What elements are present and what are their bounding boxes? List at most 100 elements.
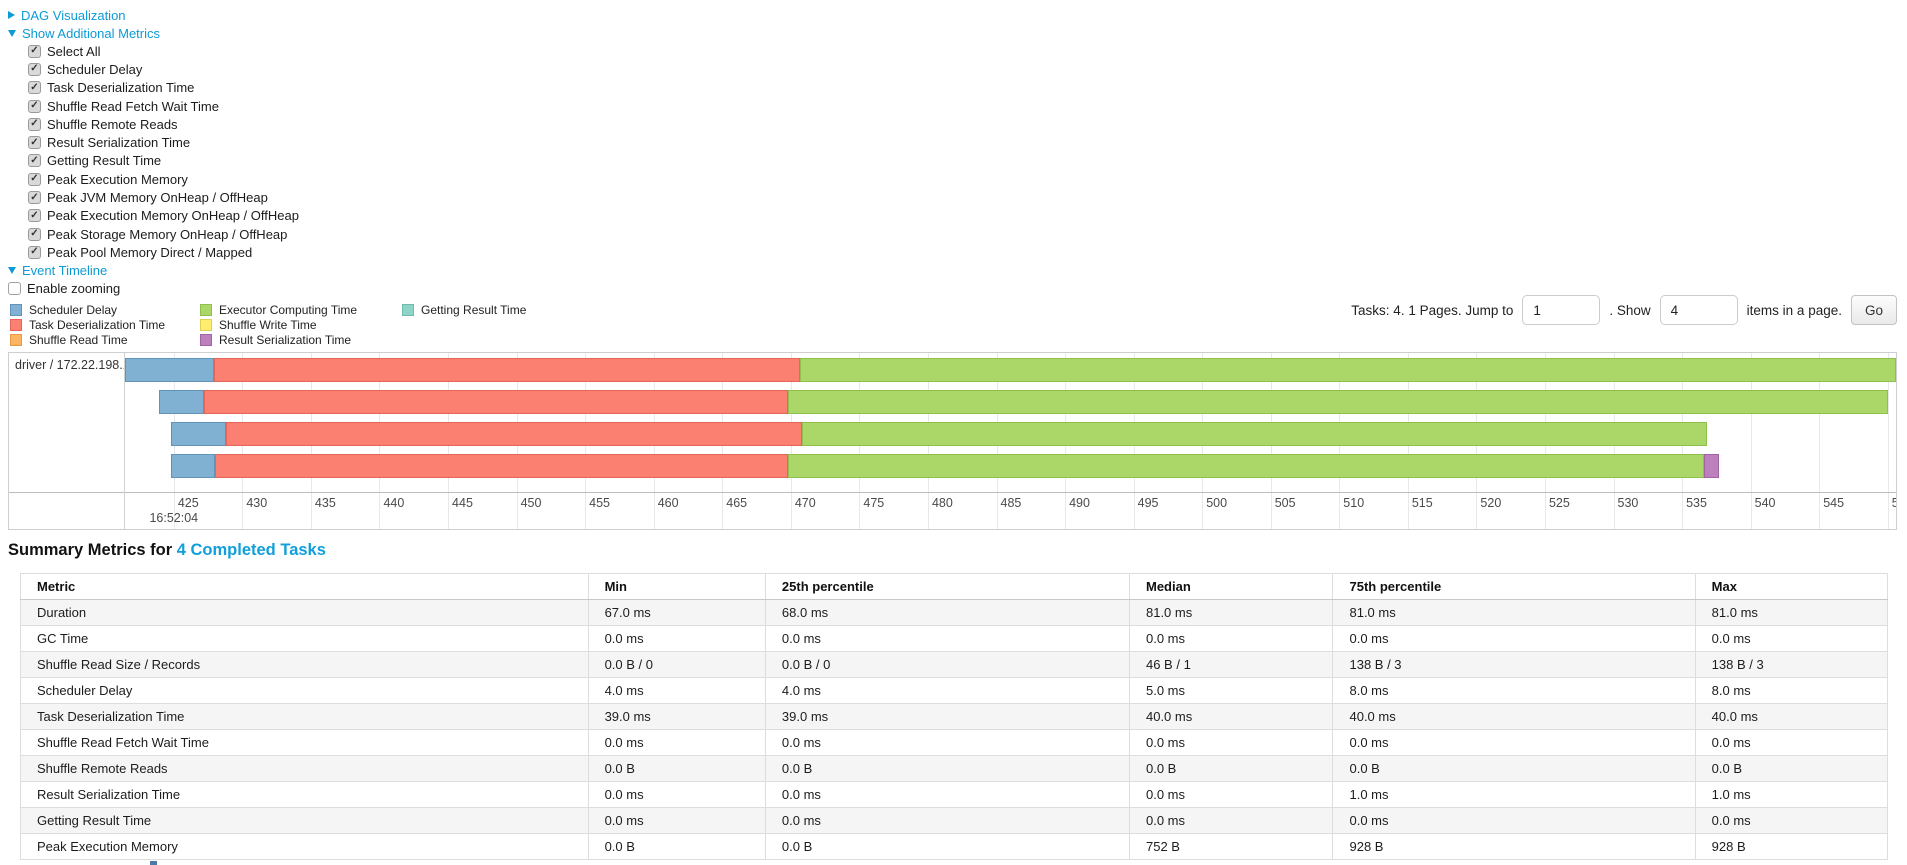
metric-value-cell: 0.0 ms (764, 807, 1130, 834)
metric-value-cell: 81.0 ms (1128, 599, 1334, 626)
column-header: 25th percentile (764, 573, 1130, 600)
task-bar-segment-deserialization[interactable] (214, 454, 789, 478)
metric-value-cell: 0.0 ms (1128, 781, 1334, 808)
legend-item: Getting Result Time (402, 303, 526, 318)
column-header: Min (587, 573, 766, 600)
metric-value-cell: 8.0 ms (1332, 677, 1696, 704)
legend-label: Shuffle Write Time (219, 318, 317, 333)
axis-tick-line (1476, 493, 1478, 529)
axis-tick-line (1750, 493, 1752, 529)
items-in-page-text: items in a page. (1746, 302, 1842, 318)
axis-tick-line (1613, 493, 1615, 529)
metric-value-cell: 0.0 ms (1332, 625, 1696, 652)
metric-value-cell: 0.0 ms (587, 729, 766, 756)
metric-checkbox[interactable] (28, 154, 41, 168)
table-row: Result Serialization Time 0.0 ms 0.0 ms 0.0… (20, 781, 1889, 808)
task-bar-segment-result-serialization[interactable] (1704, 454, 1720, 478)
legend-label: Getting Result Time (421, 303, 527, 318)
axis-tick-line (859, 493, 861, 529)
metric-value-cell: 928 B (1694, 833, 1889, 860)
metric-option-row: Getting Result Time (8, 152, 299, 170)
timeline-time-axis: 425 430 435 440 445 450 455 460 465 470 475 480 485 4… (9, 492, 1896, 529)
axis-tick-label: 485 (1000, 496, 1022, 510)
metric-value-cell: 0.0 B / 0 (764, 651, 1130, 678)
metric-name-cell: Result Serialization Time (20, 781, 589, 808)
legend-label: Task Deserialization Time (29, 318, 166, 333)
axis-tick-label: 470 (794, 496, 816, 510)
executor-computing-legend-swatch-icon (200, 304, 212, 317)
axis-tick-line (310, 493, 312, 529)
axis-tick-label: 495 (1137, 496, 1159, 510)
chevron-down-icon[interactable] (8, 29, 16, 37)
axis-tick-line (516, 493, 518, 529)
metric-value-cell: 40.0 ms (1694, 703, 1889, 730)
axis-tick-label: 520 (1480, 496, 1502, 510)
metric-checkbox[interactable] (28, 172, 41, 186)
event-timeline-link[interactable]: Event Timeline (22, 263, 108, 279)
completed-tasks-link[interactable]: 4 Completed Tasks (176, 541, 326, 559)
metric-checkbox[interactable] (28, 245, 41, 259)
chevron-right-icon[interactable] (8, 11, 15, 19)
scheduler-delay-legend-swatch-icon (10, 304, 22, 317)
task-bar-segment-scheduler-delay[interactable] (171, 422, 226, 446)
show-additional-metrics-toggle[interactable]: Show Additional Metrics (8, 24, 299, 42)
axis-tick-line (1819, 493, 1821, 529)
show-additional-metrics-link[interactable]: Show Additional Metrics (22, 25, 161, 41)
dag-visualization-toggle[interactable]: DAG Visualization (8, 6, 299, 24)
metric-checkbox[interactable] (28, 44, 41, 58)
metric-value-cell: 0.0 ms (764, 781, 1130, 808)
task-bar-segment-scheduler-delay[interactable] (158, 390, 204, 414)
task-bar-segment-scheduler-delay[interactable] (125, 358, 214, 382)
table-row: Shuffle Remote Reads 0.0 B 0.0 B 0.0 B 0.0 B… (20, 755, 1889, 782)
task-bar-segment-scheduler-delay[interactable] (171, 454, 215, 478)
task-bar-segment-executor-computing[interactable] (801, 422, 1707, 446)
go-button[interactable]: Go (1850, 295, 1897, 325)
metric-checkbox[interactable] (28, 62, 41, 76)
task-bar-segment-deserialization[interactable] (225, 422, 802, 446)
axis-tick-line (379, 493, 381, 529)
axis-tick-label: 550 (1892, 496, 1896, 510)
axis-tick-label: 475 (863, 496, 885, 510)
task-bar-segment-executor-computing[interactable] (800, 358, 1896, 382)
metric-value-cell: 0.0 ms (587, 625, 766, 652)
shuffle-write-legend-swatch-icon (200, 319, 212, 332)
metric-value-cell: 0.0 B (587, 755, 766, 782)
getting-result-legend-swatch-icon (402, 304, 414, 317)
axis-tick-label: 480 (931, 496, 953, 510)
enable-zooming-checkbox[interactable] (8, 282, 21, 296)
axis-tick-line (1065, 493, 1067, 529)
metric-option-row: Peak Storage Memory OnHeap / OffHeap (8, 225, 299, 243)
metric-value-cell: 46 B / 1 (1128, 651, 1334, 678)
metric-checkbox[interactable] (28, 81, 41, 95)
metric-checkbox-label: Peak Storage Memory OnHeap / OffHeap (47, 226, 288, 242)
legend-item: Shuffle Write Time (200, 318, 357, 333)
metric-option-row: Task Deserialization Time (8, 79, 299, 97)
metric-checkbox[interactable] (28, 191, 41, 205)
metric-checkbox[interactable] (28, 99, 41, 113)
task-bar-segment-deserialization[interactable] (203, 390, 789, 414)
items-per-page-input[interactable] (1659, 295, 1738, 325)
metric-value-cell: 138 B / 3 (1694, 651, 1889, 678)
jump-to-page-input[interactable] (1522, 295, 1601, 325)
metric-name-cell: Getting Result Time (20, 807, 589, 834)
metric-checkbox[interactable] (28, 227, 41, 241)
metric-checkbox[interactable] (28, 136, 41, 150)
axis-tick-label: 440 (383, 496, 405, 510)
event-timeline-toggle[interactable]: Event Timeline (8, 262, 299, 280)
chevron-down-icon[interactable] (8, 267, 16, 275)
task-bar-segment-executor-computing[interactable] (788, 390, 1888, 414)
legend-label: Scheduler Delay (29, 303, 118, 318)
task-bar-segment-executor-computing[interactable] (788, 454, 1705, 478)
task-bar-segment-deserialization[interactable] (213, 358, 801, 382)
dag-visualization-link[interactable]: DAG Visualization (21, 7, 126, 23)
axis-tick-label: 530 (1617, 496, 1639, 510)
table-row: Getting Result Time 0.0 ms 0.0 ms 0.0 ms 0.0… (20, 807, 1889, 834)
additional-metrics-list: Select All Scheduler Delay Task Deserializ… (8, 42, 299, 262)
metric-value-cell: 40.0 ms (1332, 703, 1696, 730)
metric-checkbox[interactable] (28, 117, 41, 131)
metric-value-cell: 0.0 ms (1128, 625, 1334, 652)
metric-value-cell: 0.0 ms (1694, 807, 1889, 834)
metric-checkbox[interactable] (28, 209, 41, 223)
axis-tick-label: 455 (589, 496, 611, 510)
legend-column: Getting Result Time (402, 303, 526, 318)
